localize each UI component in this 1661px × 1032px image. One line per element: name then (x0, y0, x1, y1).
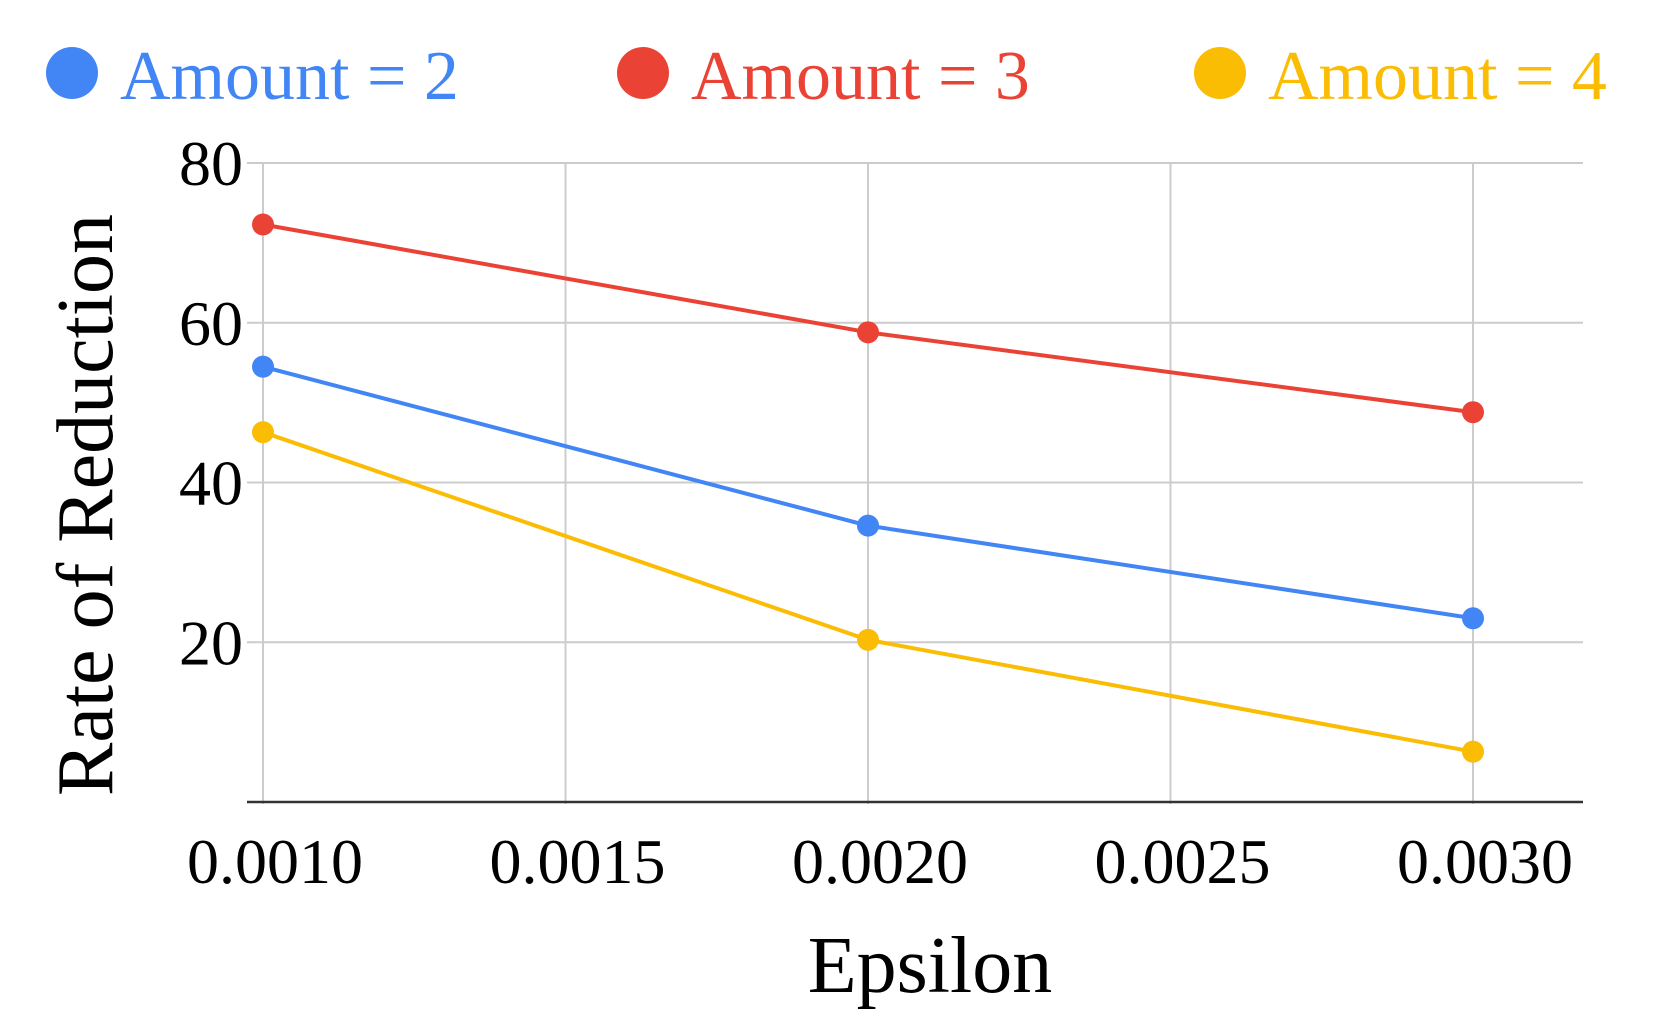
data-point-amount-2 (252, 355, 274, 378)
legend: Amount = 2 Amount = 3 Amount = 4 (46, 38, 1607, 115)
x-tick-label: 0.0015 (490, 826, 666, 897)
y-axis-title: Rate of Reduction (42, 214, 130, 796)
legend-item-amount-2: Amount = 2 (46, 38, 459, 115)
y-tick-label: 20 (179, 607, 243, 678)
y-tick-label: 40 (179, 448, 243, 519)
data-point-amount-4 (857, 628, 879, 651)
data-point-amount-2 (1462, 607, 1484, 630)
legend-marker (46, 47, 98, 99)
x-tick-label: 0.0010 (187, 826, 363, 897)
y-tick-label: 80 (179, 128, 243, 199)
data-point-amount-3 (857, 321, 879, 344)
legend-item-amount-4: Amount = 4 (1194, 38, 1607, 115)
data-point-amount-4 (1462, 740, 1484, 763)
data-point-amount-3 (1462, 401, 1484, 424)
x-tick-label: 0.0020 (792, 826, 968, 897)
legend-marker (617, 47, 669, 99)
data-point-amount-2 (857, 514, 879, 537)
series-amount-4 (252, 421, 1484, 763)
legend-label: Amount = 4 (1268, 38, 1607, 115)
series-amount-3 (252, 213, 1484, 424)
legend-label: Amount = 2 (120, 38, 459, 115)
series-amount-2 (252, 355, 1484, 630)
legend-marker (1194, 47, 1246, 99)
legend-label: Amount = 3 (691, 38, 1030, 115)
series-group (252, 213, 1484, 763)
legend-item-amount-3: Amount = 3 (617, 38, 1030, 115)
y-tick-label: 60 (179, 288, 243, 359)
data-point-amount-3 (252, 213, 274, 236)
x-axis-title: Epsilon (808, 922, 1052, 1010)
axes: 20 40 60 80 0.0010 0.0015 0.0020 0.0025 0.0030 (179, 128, 1583, 897)
grid (247, 162, 1583, 804)
data-point-amount-4 (252, 421, 274, 444)
x-tick-label: 0.0030 (1397, 826, 1573, 897)
x-tick-label: 0.0025 (1095, 826, 1271, 897)
